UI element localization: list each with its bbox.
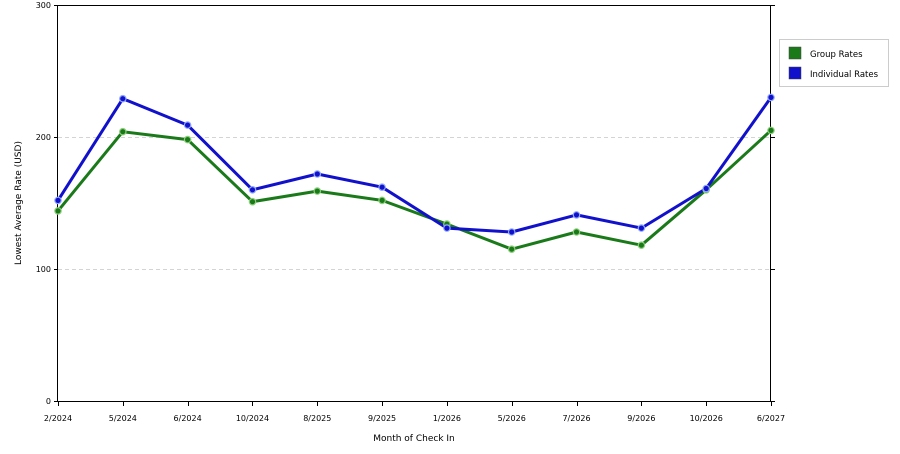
y-tick-label: 0 <box>46 397 51 406</box>
data-point[interactable] <box>378 196 386 205</box>
data-point[interactable] <box>183 135 192 144</box>
y-axis-title: Lowest Average Rate (USD) <box>14 141 24 265</box>
legend-label-group-rates: Group Rates <box>810 50 863 60</box>
x-tick-label: 10/2026 <box>690 414 723 423</box>
x-tick-label: 10/2024 <box>236 414 269 423</box>
x-tick-label: 1/2026 <box>433 414 461 423</box>
data-point[interactable] <box>702 184 711 193</box>
data-point[interactable] <box>183 121 192 129</box>
data-point[interactable] <box>119 94 127 103</box>
x-tick-label: 7/2026 <box>562 414 590 423</box>
data-point[interactable] <box>248 197 257 206</box>
legend-swatch-group-rates <box>788 46 802 60</box>
data-point[interactable] <box>767 126 775 135</box>
data-point[interactable] <box>313 187 322 195</box>
legend-swatch-individual-rates <box>788 66 802 80</box>
data-point[interactable] <box>248 186 257 194</box>
legend: Group Rates Individual Rates <box>779 39 889 87</box>
data-point[interactable] <box>572 211 581 219</box>
data-point[interactable] <box>54 196 62 205</box>
x-tick-label: 9/2026 <box>627 414 655 423</box>
series-line-1 <box>56 95 773 234</box>
data-point[interactable] <box>767 93 775 102</box>
x-tick-label: 5/2026 <box>498 414 526 423</box>
data-point[interactable] <box>637 241 646 250</box>
y-tick-label: 100 <box>36 265 51 274</box>
data-point[interactable] <box>637 224 646 232</box>
x-tick-label: 9/2025 <box>368 414 396 423</box>
series-line-0 <box>56 128 773 251</box>
data-point[interactable] <box>507 245 516 254</box>
data-point[interactable] <box>572 228 581 236</box>
data-point[interactable] <box>507 228 516 236</box>
legend-label-individual-rates: Individual Rates <box>810 70 879 80</box>
x-tick-label: 6/2027 <box>757 414 785 423</box>
y-tick-label: 300 <box>36 1 51 10</box>
data-point[interactable] <box>313 170 322 178</box>
gridlines <box>58 137 771 270</box>
x-tick-label: 2/2024 <box>44 414 72 423</box>
axes: 0 100 200 300 2/2024 5/2024 6/2024 10/2024 8/202… <box>36 1 785 423</box>
y-tick-label: 200 <box>36 133 51 142</box>
series-lines <box>56 95 773 251</box>
data-point[interactable] <box>443 224 451 232</box>
x-tick-label: 5/2024 <box>109 414 137 423</box>
plot-area-frame <box>57 5 771 402</box>
data-point[interactable] <box>54 207 62 215</box>
data-point[interactable] <box>378 183 386 192</box>
x-tick-label: 8/2025 <box>303 414 331 423</box>
x-tick-label: 6/2024 <box>174 414 202 423</box>
data-point[interactable] <box>119 127 127 136</box>
series-points <box>54 93 775 254</box>
x-axis-title: Month of Check In <box>373 434 455 444</box>
